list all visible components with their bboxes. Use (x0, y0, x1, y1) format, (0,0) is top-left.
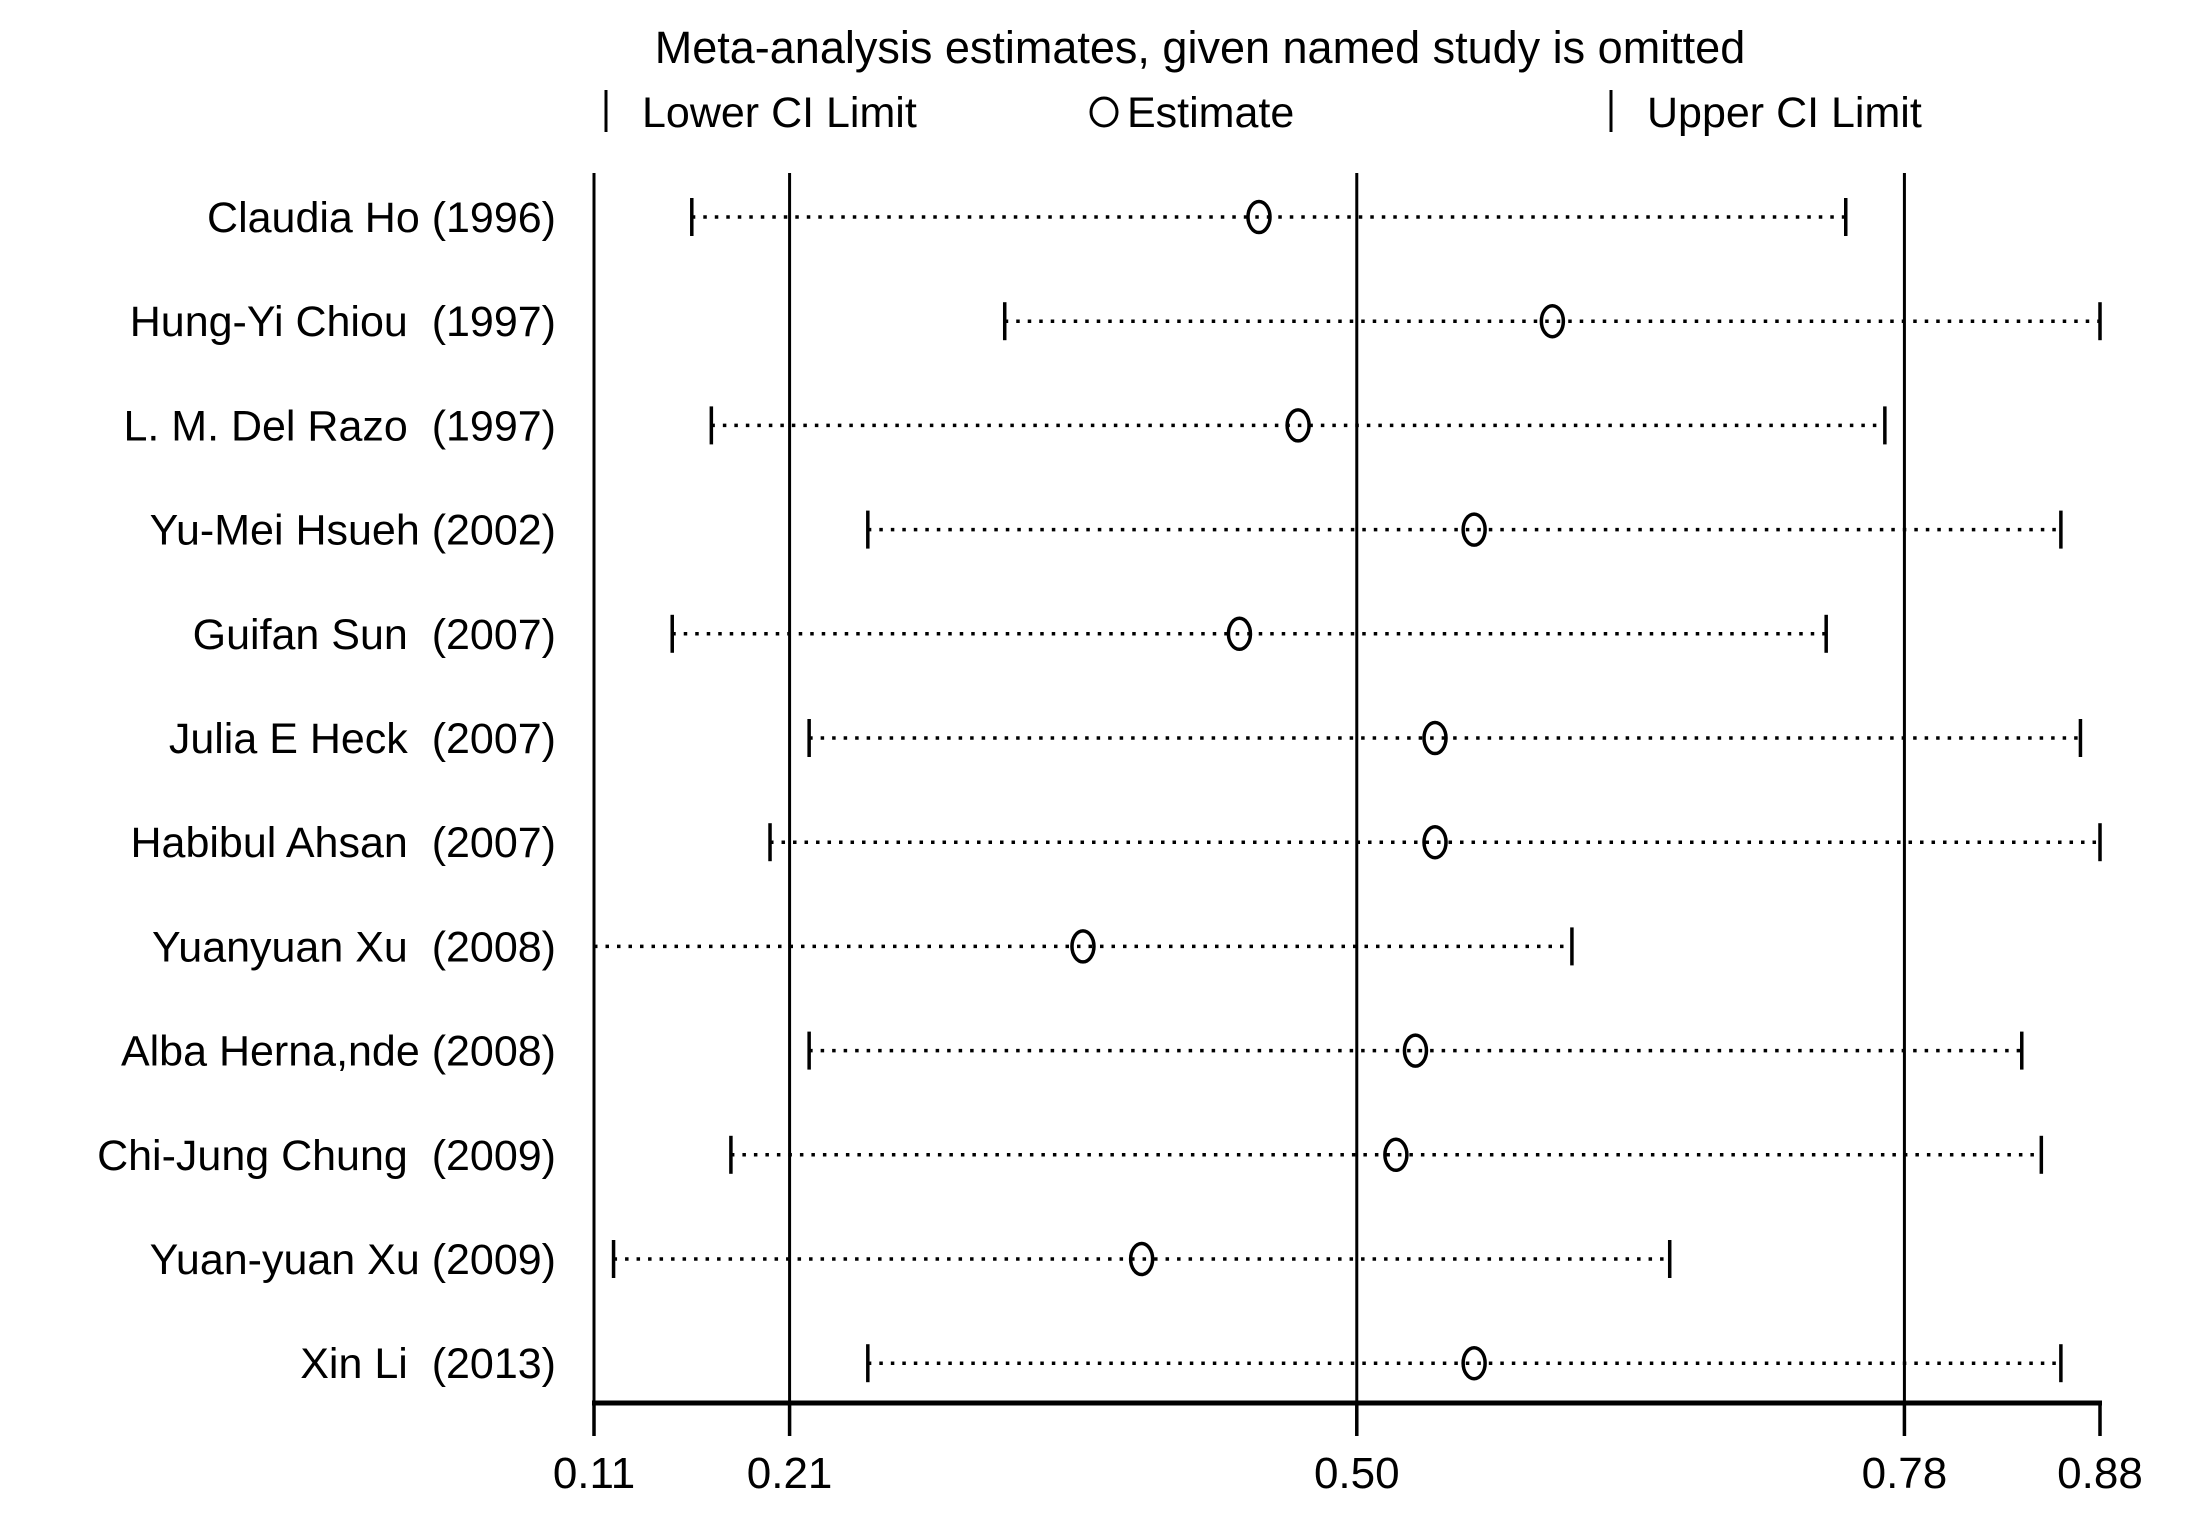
study-label: Alba Herna,nde (2008) (121, 1028, 556, 1076)
study-label: Julia E Heck (2007) (169, 715, 556, 763)
study-label: Claudia Ho (1996) (207, 194, 556, 242)
study-label: Chi-Jung Chung (2009) (97, 1132, 556, 1180)
estimate-marker (1422, 720, 1448, 756)
study-row: Yu-Mei Hsueh (2002) (150, 507, 2063, 555)
x-tick-label: 0.21 (747, 1449, 833, 1498)
estimate-marker (1070, 929, 1096, 964)
estimate-marker (1285, 408, 1311, 443)
study-label: Guifan Sun (2007) (193, 611, 556, 659)
x-tick-label: 0.78 (1862, 1449, 1948, 1498)
estimate-marker (1461, 512, 1487, 547)
study-row: Yuan-yuan Xu (2009) (150, 1236, 1672, 1284)
chart-title: Meta-analysis estimates, given named stu… (655, 22, 1745, 73)
estimate-marker (1383, 1137, 1409, 1173)
estimate-marker (1422, 824, 1448, 860)
x-tick-label: 0.11 (553, 1449, 635, 1498)
legend: Lower CI Limit Estimate Upper CI Limit (604, 89, 1922, 137)
study-row: Chi-Jung Chung (2009) (97, 1132, 2044, 1180)
study-label: Yu-Mei Hsueh (2002) (150, 507, 556, 555)
study-row: Xin Li (2013) (300, 1340, 2063, 1388)
gridlines (592, 173, 1906, 1403)
study-label: Hung-Yi Chiou (1997) (130, 298, 556, 346)
study-row: Julia E Heck (2007) (169, 715, 2083, 763)
x-axis: 0.11 0.21 0.50 0.78 0.88 (553, 1400, 2143, 1498)
estimate-marker (1402, 1033, 1429, 1068)
study-rows: Claudia Ho (1996) Hung-Yi Chiou (1997) L. … (97, 194, 2102, 1388)
study-label: L. M. Del Razo (1997) (123, 402, 556, 450)
study-row: Yuanyuan Xu (2008) (152, 923, 1574, 971)
study-row: Alba Herna,nde (2008) (121, 1028, 2024, 1076)
legend-upper-label: Upper CI Limit (1647, 89, 1922, 137)
estimate-marker-icon (1089, 96, 1119, 128)
estimate-marker (1246, 199, 1272, 235)
study-label: Yuan-yuan Xu (2009) (150, 1236, 556, 1284)
estimate-marker (1128, 1241, 1155, 1277)
study-label: Yuanyuan Xu (2008) (152, 923, 556, 971)
study-row: Claudia Ho (1996) (207, 194, 1848, 242)
study-row: L. M. Del Razo (1997) (123, 402, 1887, 450)
legend-estimate-label: Estimate (1127, 89, 1294, 137)
study-label: Habibul Ahsan (2007) (130, 819, 556, 867)
study-label: Xin Li (2013) (300, 1340, 556, 1388)
estimate-marker (1539, 303, 1566, 339)
x-tick-label: 0.88 (2057, 1449, 2143, 1498)
estimate-marker (1226, 616, 1253, 652)
study-row: Hung-Yi Chiou (1997) (130, 298, 2102, 346)
legend-lower-label: Lower CI Limit (642, 89, 917, 137)
study-row: Guifan Sun (2007) (193, 611, 1828, 659)
x-tick-label: 0.50 (1314, 1449, 1400, 1498)
estimate-marker (1461, 1345, 1487, 1381)
study-row: Habibul Ahsan (2007) (130, 819, 2102, 867)
